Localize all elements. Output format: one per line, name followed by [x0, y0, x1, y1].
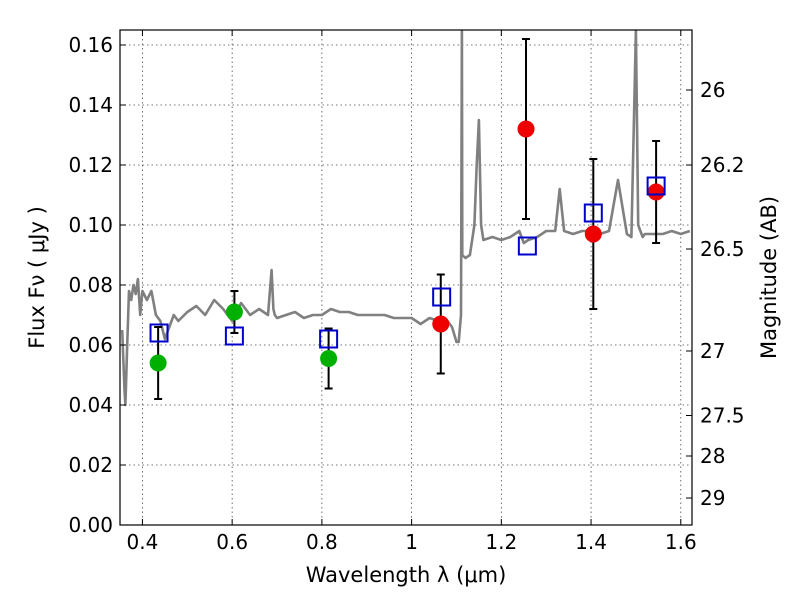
data-point-square	[646, 176, 666, 196]
data-point-circle	[647, 183, 665, 201]
right-axis-label: Magnitude (AB)	[757, 196, 781, 359]
y-axis-label: Flux Fν ( μJy )	[25, 206, 49, 349]
data-point-square	[224, 326, 244, 346]
right-tick-label: 27.5	[700, 404, 745, 428]
data-point-square	[149, 323, 169, 343]
y-tick-label: 0.00	[68, 513, 113, 537]
plot-frame	[119, 29, 693, 526]
y-tick-label: 0.04	[68, 393, 113, 417]
right-tick-label: 29	[700, 486, 725, 510]
data-point-circle	[149, 354, 167, 372]
y-tick-label: 0.06	[68, 333, 113, 357]
data-point-circle	[225, 303, 243, 321]
data-point-square	[583, 203, 603, 223]
data-point-square	[319, 329, 339, 349]
x-tick-label: 1.2	[485, 530, 517, 554]
y-tick-label: 0.16	[68, 33, 113, 57]
grid	[120, 30, 692, 526]
x-axis-label: Wavelength λ (μm)	[306, 563, 507, 587]
data-point-square	[517, 236, 537, 256]
data-point-circle	[517, 120, 535, 138]
right-tick-label: 26	[700, 78, 725, 102]
x-tick-label: 1	[405, 530, 418, 554]
model-spectrum-line	[120, 30, 691, 407]
y-tick-label: 0.08	[68, 273, 113, 297]
right-tick-label: 26.5	[700, 237, 745, 261]
y-tick-label: 0.14	[68, 93, 113, 117]
y-tick-label: 0.12	[68, 153, 113, 177]
data-point-circle	[320, 350, 338, 367]
data-point-square	[432, 287, 452, 307]
model-spectrum	[120, 30, 691, 407]
right-tick-label: 28	[700, 444, 725, 468]
x-tick-label: 0.4	[127, 530, 159, 554]
data-point-circle	[432, 315, 450, 333]
y-tick-label: 0.10	[68, 213, 113, 237]
y-tick-label: 0.02	[68, 453, 113, 477]
data-point-circle	[584, 225, 602, 243]
photometry-markers	[149, 38, 666, 400]
x-tick-label: 0.6	[216, 530, 248, 554]
x-tick-label: 1.6	[665, 530, 697, 554]
x-tick-label: 0.8	[306, 530, 338, 554]
axis-ticks: 0.4 0.6 0.8 1 1.2 1.4 1.6 0.00 0.02 0.04 0.06 0.08 0…	[68, 30, 745, 554]
right-tick-label: 27	[700, 339, 725, 363]
right-tick-label: 26.2	[700, 153, 745, 177]
x-tick-label: 1.4	[575, 530, 607, 554]
